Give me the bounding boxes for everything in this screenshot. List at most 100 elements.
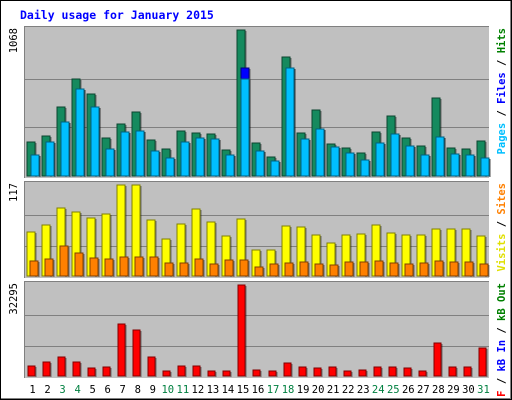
bar-pages-day-12-fill: [195, 137, 205, 177]
panel-bottom-legend-part-1: kB F: [496, 390, 508, 400]
panel-bottom-ymax-label: 32295: [8, 283, 20, 315]
bar-kb-f-day-25-fill: [388, 366, 397, 377]
bar-kb-f-day-19-fill: [298, 366, 307, 377]
bar-kb-f-day-15-fill: [237, 284, 246, 377]
bar-sites-day-2-fill: [44, 258, 54, 277]
bar-sites-day-13: [209, 263, 220, 277]
bar-pages-day-2-fill: [45, 141, 55, 177]
bar-sites-day-7: [119, 256, 130, 277]
bar-pages-day-26-fill: [405, 145, 415, 177]
panel-top-ymax-label: 1068: [8, 28, 20, 53]
x-tick-label-day-27: 27: [417, 384, 430, 396]
x-tick-label-day-6: 6: [105, 384, 111, 396]
bar-sites-day-29: [449, 261, 460, 277]
panel-bottom-legend-part-5: kB Out: [496, 283, 508, 321]
bar-kb-f-day-15: [237, 284, 247, 377]
bar-sites-day-8-fill: [134, 256, 144, 277]
bar-pages-day-18: [285, 67, 296, 177]
bar-kb-f-day-8: [132, 329, 142, 377]
bar-sites-day-20-fill: [314, 263, 324, 277]
bar-pages-day-20: [315, 128, 326, 177]
x-tick-label-day-16: 16: [252, 384, 265, 396]
bar-pages-day-11: [180, 141, 191, 177]
bar-pages-day-8: [135, 130, 146, 177]
bar-sites-day-27-fill: [419, 262, 429, 277]
bar-sites-day-5: [89, 257, 100, 277]
bar-pages-day-16: [255, 150, 266, 177]
bar-pages-day-8-fill: [135, 130, 145, 177]
bar-pages-day-21: [330, 146, 341, 177]
bar-sites-day-16-fill: [254, 266, 264, 277]
bar-pages-day-24: [375, 142, 386, 177]
bar-sites-day-10-fill: [164, 262, 174, 277]
x-tick-label-day-15: 15: [237, 384, 250, 396]
bar-sites-day-7-fill: [119, 256, 129, 277]
panel-middle-ymax-label: 117: [8, 183, 20, 202]
panel-bottom-legend-part-3: kB In: [496, 340, 508, 372]
bar-sites-day-26: [404, 263, 415, 277]
bar-pages-day-28-fill: [435, 136, 445, 177]
panel-top-legend-part-2: /: [496, 104, 508, 123]
bar-sites-day-22: [344, 261, 355, 277]
x-tick-label-day-29: 29: [447, 384, 460, 396]
bar-kb-f-day-31: [478, 347, 488, 377]
bar-kb-f-day-28-fill: [433, 342, 442, 377]
bar-pages-day-27-fill: [420, 154, 430, 177]
x-tick-label-day-18: 18: [282, 384, 295, 396]
x-tick-label-day-25: 25: [387, 384, 400, 396]
bar-pages-day-23: [360, 159, 371, 177]
bar-pages-day-22-fill: [345, 152, 355, 177]
bar-pages-day-1-fill: [30, 154, 40, 177]
bar-kb-f-day-16-fill: [252, 369, 261, 377]
bar-kb-f-day-11-fill: [177, 365, 186, 377]
x-tick-label-day-22: 22: [342, 384, 355, 396]
x-tick-label-day-8: 8: [135, 384, 141, 396]
bar-kb-f-day-16: [252, 369, 262, 377]
bar-kb-f-day-10: [162, 370, 172, 377]
bar-kb-f-day-1-fill: [27, 365, 36, 377]
bar-pages-day-10-fill: [165, 157, 175, 177]
bar-sites-day-9: [149, 256, 160, 277]
bar-pages-day-30-fill: [465, 154, 475, 177]
bar-pages-day-17-fill: [270, 160, 280, 177]
bar-sites-day-24: [374, 260, 385, 277]
bar-sites-day-27: [419, 262, 430, 277]
panel-bottom: 32295kB F / kB In / kB Out: [8, 281, 508, 400]
bar-kb-f-day-27: [418, 370, 428, 377]
x-tick-label-day-17: 17: [267, 384, 280, 396]
bar-sites-day-4: [74, 252, 85, 277]
bar-kb-f-day-14: [222, 370, 232, 377]
bar-pages-day-4: [75, 88, 86, 177]
bar-pages-day-23-fill: [360, 159, 370, 177]
bar-sites-day-15: [239, 259, 250, 277]
x-tick-label-day-5: 5: [89, 384, 95, 396]
bar-kb-f-day-13: [207, 370, 217, 377]
bar-sites-day-1: [29, 260, 40, 277]
bar-pages-day-5-fill: [90, 106, 100, 177]
bar-sites-day-23-fill: [359, 261, 369, 277]
x-tick-label-day-23: 23: [357, 384, 370, 396]
bar-pages-day-29: [450, 153, 461, 177]
bar-sites-day-11-fill: [179, 262, 189, 277]
bar-sites-day-26-fill: [404, 263, 414, 277]
bar-kb-f-day-31-fill: [478, 347, 487, 377]
bar-pages-day-30: [465, 154, 476, 177]
bar-sites-day-15-fill: [239, 259, 249, 277]
x-tick-label-day-26: 26: [402, 384, 415, 396]
bar-kb-f-day-26: [403, 367, 413, 377]
x-tick-label-day-9: 9: [150, 384, 156, 396]
bar-kb-f-day-17: [268, 370, 278, 377]
bar-sites-day-16: [254, 266, 265, 277]
bar-kb-f-day-24: [373, 366, 383, 377]
bar-sites-day-6: [104, 258, 115, 277]
x-axis-labels: 1 2 3 4 5 6 7 8 9 10 11 12 13 14 15 16 17 18 19 20 21 22 23 24 2…: [29, 384, 489, 396]
bar-pages-day-19-fill: [300, 138, 310, 177]
bar-kb-f-day-24-fill: [373, 366, 382, 377]
bar-kb-f-day-13-fill: [207, 370, 216, 377]
bar-kb-f-day-5-fill: [87, 367, 96, 377]
bar-pages-day-13: [210, 138, 221, 177]
bar-pages-day-14: [225, 154, 236, 177]
bar-kb-f-day-21-fill: [328, 366, 337, 377]
bar-sites-day-1-fill: [29, 260, 39, 277]
bar-pages-day-7: [120, 131, 131, 177]
